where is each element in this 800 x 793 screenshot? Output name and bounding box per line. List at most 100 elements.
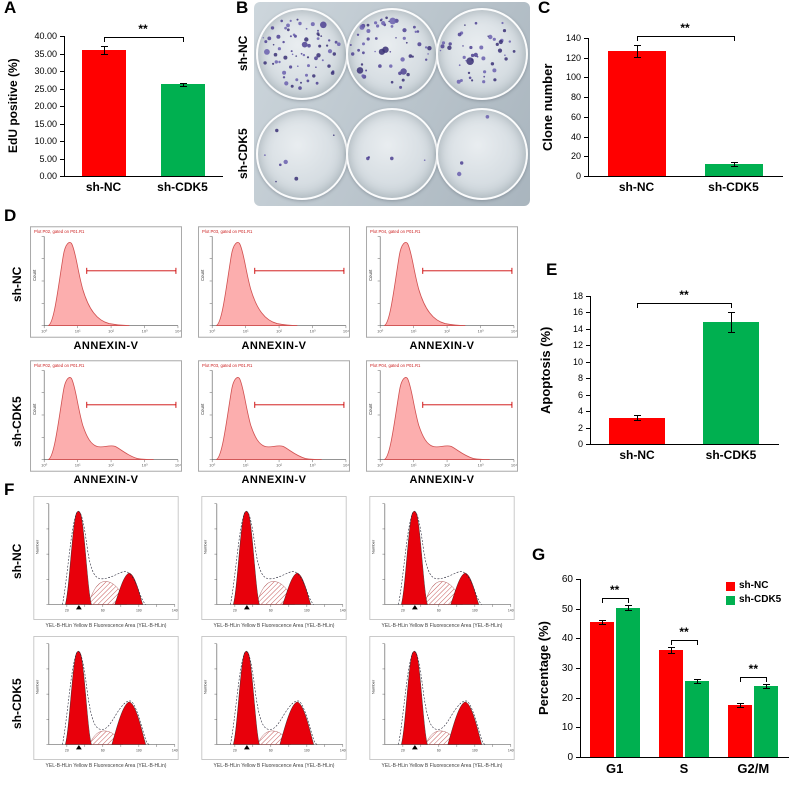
y-axis-title: Apoptosis (%) [538, 326, 553, 414]
y-tick [60, 88, 64, 90]
y-tick-label: 60 [570, 111, 581, 122]
annexin-x-label: ANNEXIN-V [73, 340, 139, 352]
svg-text:10¹: 10¹ [243, 463, 250, 468]
cell-cycle-plot-cell: 20 60 100 140 Number [198, 496, 350, 620]
bar-sh-CDK5 [703, 322, 759, 444]
panel-g-label: G [532, 545, 546, 564]
x-category-label: S [679, 761, 689, 776]
y-tick-label: 100 [565, 72, 581, 83]
y-tick-label: 10 [561, 722, 573, 734]
cell-cycle-plot-cell: 20 60 100 140 Number [366, 496, 518, 620]
svg-text:20: 20 [401, 748, 405, 752]
y-axis-line [580, 579, 581, 757]
error-bar [637, 415, 638, 421]
sig-bracket [637, 303, 731, 305]
bar-sh-CDK5 [160, 84, 205, 176]
row-label-sh-nc: sh-NC [10, 266, 24, 302]
cell-cycle-plot-cell: 20 60 100 140 Number [366, 636, 518, 760]
y-tick-label: 6 [577, 389, 583, 400]
svg-text:Number: Number [35, 679, 40, 694]
error-bar [636, 44, 638, 57]
y-tick [60, 158, 64, 160]
bar-G1-sh-CDK5 [615, 607, 640, 757]
svg-text:60: 60 [269, 748, 273, 752]
svg-text:140: 140 [172, 748, 178, 752]
y-tick [576, 757, 580, 758]
svg-text:10³: 10³ [310, 329, 317, 334]
svg-text:20: 20 [65, 748, 69, 752]
bar-sh-NC [607, 50, 666, 176]
svg-text:100: 100 [472, 608, 478, 612]
error-cap [598, 624, 606, 626]
error-cap [633, 44, 641, 46]
error-bar [766, 683, 768, 689]
annexin-flow-plot: Plot P03, gated on P01.R1 10⁰ 10¹ 10² 10³ 10… [198, 226, 350, 338]
y-tick-label: 140 [565, 33, 581, 43]
svg-text:60: 60 [269, 608, 273, 612]
svg-text:Number: Number [371, 679, 376, 694]
annexin-x-label: ANNEXIN-V [73, 474, 139, 486]
sig-label: ** [609, 583, 620, 598]
error-bar [671, 646, 672, 653]
svg-text:10⁰: 10⁰ [41, 329, 48, 334]
svg-text:10⁴: 10⁴ [343, 463, 350, 468]
error-bar [103, 45, 105, 55]
legend-label: sh-CDK5 [739, 594, 782, 605]
y-tick-label: 12 [572, 340, 583, 351]
legend-swatch [726, 582, 735, 591]
flow-plot-title: Plot P04, gated on P01.R1 [370, 229, 421, 234]
x-category-label: G1 [605, 761, 624, 776]
x-axis-line [580, 757, 789, 758]
sig-bracket-end [103, 36, 105, 42]
cycle-x-caption: YEL-B-HLin Yellow B Fluorescence Area (Y… [45, 623, 167, 629]
y-tick-label: 40 [561, 633, 573, 645]
apoptosis-bar-chart: 0 2 4 6 8 10 12 14 16 18 Apoptosis (%) sh-NC sh-CDK5… [538, 270, 794, 476]
cycle-x-caption: YEL-B-HLin Yellow B Fluorescence Area (Y… [45, 763, 167, 769]
error-cap [730, 166, 738, 168]
y-tick-label: 14 [572, 323, 583, 334]
sig-label: ** [748, 661, 758, 676]
y-tick [60, 141, 64, 142]
y-tick [60, 36, 64, 37]
sig-bracket [740, 676, 767, 678]
svg-text:Count: Count [368, 403, 373, 415]
y-tick [586, 345, 590, 347]
y-tick-label: 0 [575, 171, 581, 181]
svg-text:10¹: 10¹ [75, 463, 82, 468]
y-tick-label: 10.00 [34, 136, 57, 146]
bar-sh-NC [81, 50, 126, 176]
panel-g: G 0 10 20 30 40 50 60 Percentage (%) G1 S G2/M ** **… [532, 545, 800, 793]
sig-bracket-end [697, 639, 698, 645]
error-cap [763, 688, 771, 690]
sig-label: ** [138, 21, 148, 36]
svg-text:10⁴: 10⁴ [175, 329, 182, 334]
svg-text:60: 60 [101, 608, 105, 612]
sig-bracket-end [627, 598, 629, 604]
y-tick-label: 18 [572, 291, 583, 301]
sig-bracket-end [671, 639, 672, 645]
y-tick-label: 0.00 [39, 171, 57, 181]
y-tick-label: 8 [577, 373, 583, 384]
annexin-flow-plot: Plot P02, gated on P01.R1 10⁰ 10¹ 10² 10³ 10… [30, 360, 182, 472]
y-tick [584, 176, 588, 177]
flow-plot-title: Plot P02, gated on P01.R1 [34, 363, 85, 368]
svg-text:140: 140 [340, 748, 346, 752]
panel-b: B sh-NC sh-CDK5 [232, 0, 532, 212]
error-cap [634, 415, 641, 417]
error-cap [179, 82, 187, 84]
error-cap [694, 678, 701, 680]
y-tick [584, 57, 588, 59]
sig-bracket [636, 35, 734, 37]
sig-label: ** [680, 20, 690, 35]
annexin-plot-cell: Plot P03, gated on P01.R1 10⁰ 10¹ 10² 10³ 10… [198, 226, 350, 338]
bar-G2/M-sh-CDK5 [754, 686, 779, 757]
svg-text:20: 20 [233, 748, 237, 752]
annexin-plot-cell: Plot P02, gated on P01.R1 10⁰ 10¹ 10² 10³ 10… [30, 360, 182, 472]
error-cap [100, 45, 108, 47]
cycle-x-caption: YEL-B-HLin Yellow B Fluorescence Area (Y… [213, 623, 335, 629]
svg-text:10⁴: 10⁴ [175, 463, 182, 468]
y-tick [584, 116, 588, 118]
y-tick [586, 328, 590, 330]
y-tick [576, 608, 580, 610]
